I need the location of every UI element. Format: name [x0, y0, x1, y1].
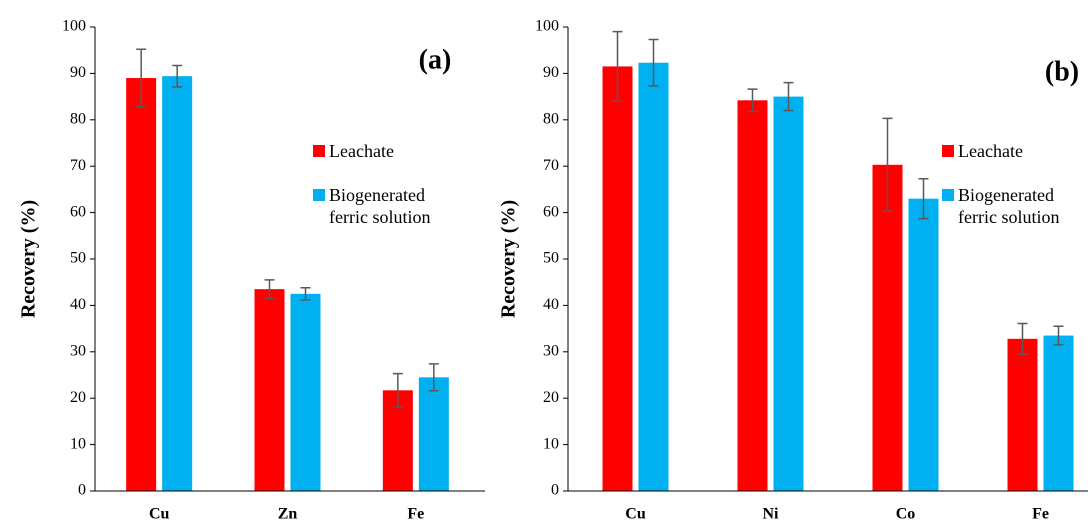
y-tick-label: 90: [543, 64, 559, 81]
bar: [162, 76, 193, 492]
error-bar: [392, 372, 403, 408]
bar: [418, 377, 449, 491]
error-bar: [300, 287, 311, 301]
y-tick-label: 20: [70, 389, 86, 406]
legend-label: Biogenerated ferric solution: [958, 185, 1060, 227]
legend-swatch: [942, 145, 954, 157]
y-tick-label: 100: [535, 18, 559, 35]
legend-label: Biogenerated ferric solution: [329, 185, 431, 227]
x-tick-label: Fe: [1032, 506, 1049, 523]
legend-label: Leachate: [329, 141, 394, 161]
error-bar: [428, 363, 439, 392]
y-tick-label: 10: [70, 435, 86, 452]
bar: [602, 66, 633, 491]
y-axis-label: Recovery (%): [18, 200, 40, 318]
y-tick-label: 80: [70, 110, 86, 127]
y-tick-label: 80: [543, 110, 559, 127]
error-bar: [918, 177, 929, 220]
y-tick-label: 10: [543, 435, 559, 452]
y-tick-label: 70: [70, 157, 86, 174]
y-tick-label: 30: [70, 342, 86, 359]
legend-label: Leachate: [958, 141, 1023, 161]
error-bar: [1053, 325, 1064, 346]
legend-swatch: [313, 189, 325, 201]
bar: [290, 293, 321, 491]
bar: [254, 289, 285, 491]
bar: [1007, 338, 1038, 491]
y-tick-label: 50: [70, 250, 86, 267]
x-tick-label: Zn: [278, 506, 298, 523]
bar: [126, 78, 157, 491]
error-bar: [612, 30, 623, 102]
x-tick-label: Ni: [763, 506, 780, 523]
x-tick-label: Cu: [625, 506, 646, 523]
error-bar: [648, 38, 659, 87]
bar: [908, 198, 939, 491]
y-tick-label: 60: [543, 203, 559, 220]
error-bar: [136, 48, 147, 108]
y-tick-label: 0: [551, 482, 559, 499]
y-axis-label: Recovery (%): [498, 200, 520, 318]
y-tick-label: 40: [70, 296, 86, 313]
y-tick-label: 100: [62, 18, 86, 35]
error-bar: [882, 117, 893, 212]
bar: [1043, 335, 1074, 491]
y-tick-label: 50: [543, 250, 559, 267]
error-bar: [1017, 322, 1028, 355]
error-bar: [172, 64, 183, 88]
bar: [773, 96, 804, 491]
y-tick-label: 40: [543, 296, 559, 313]
error-bar: [264, 279, 275, 300]
y-tick-label: 30: [543, 342, 559, 359]
bar: [872, 164, 903, 492]
bar: [638, 62, 669, 492]
error-bar: [783, 81, 794, 112]
x-tick-label: Fe: [407, 506, 424, 523]
panel-label: (a): [419, 44, 452, 75]
legend-swatch: [313, 145, 325, 157]
error-bar: [747, 88, 758, 113]
legend-item: Biogenerated ferric solution: [313, 184, 453, 228]
x-tick-label: Co: [896, 506, 916, 523]
y-tick-label: 20: [543, 389, 559, 406]
legend-item: Leachate: [313, 140, 433, 162]
y-tick-label: 60: [70, 203, 86, 220]
legend-swatch: [942, 189, 954, 201]
panel-label: (b): [1045, 56, 1079, 87]
bar: [737, 100, 768, 491]
y-tick-label: 0: [78, 482, 86, 499]
y-tick-label: 70: [543, 157, 559, 174]
legend-item: Leachate: [942, 140, 1062, 162]
legend-item: Biogenerated ferric solution: [942, 184, 1082, 228]
y-tick-label: 90: [70, 64, 86, 81]
x-tick-label: Cu: [149, 506, 170, 523]
